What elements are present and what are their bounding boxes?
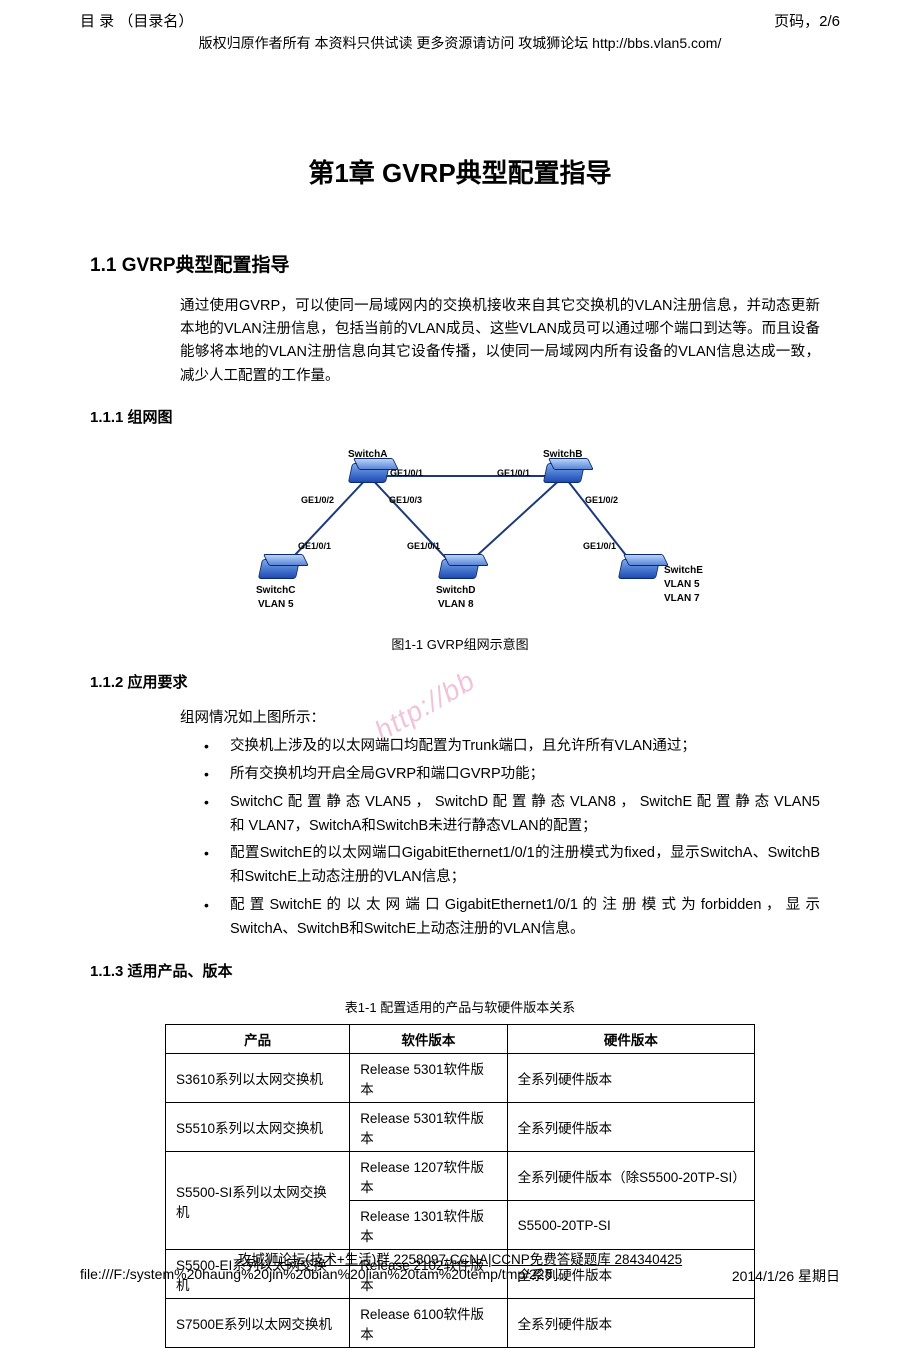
table-row: S5500-SI系列以太网交换机Release 1207软件版本全系列硬件版本（… xyxy=(166,1152,755,1201)
product-table: 产品软件版本硬件版本S3610系列以太网交换机Release 5301软件版本全… xyxy=(165,1024,755,1348)
port-label: GE1/0/1 xyxy=(407,541,440,551)
table-header: 产品 xyxy=(166,1025,350,1054)
header-copyright: 版权归原作者所有 本资料只供试读 更多资源请访问 攻城狮论坛 http://bb… xyxy=(30,33,890,53)
switch-node-C xyxy=(260,559,304,583)
port-label: GE1/0/2 xyxy=(585,495,618,505)
vlan-label: VLAN 7 xyxy=(664,593,700,604)
port-label: GE1/0/2 xyxy=(301,495,334,505)
table-cell: Release 5301软件版本 xyxy=(350,1103,507,1152)
port-label: GE1/0/1 xyxy=(390,468,423,478)
port-label: GE1/0/1 xyxy=(298,541,331,551)
table-cell: S5500-SI系列以太网交换机 xyxy=(166,1152,350,1250)
table-cell: 全系列硬件版本 xyxy=(507,1054,754,1103)
header-left: 目 录 （目录名） xyxy=(80,10,193,31)
table-caption: 表1-1 配置适用的产品与软硬件版本关系 xyxy=(30,997,890,1016)
footer-path: file:///F:/system%20haung%20jin%20bian%2… xyxy=(80,1266,568,1286)
table-row: S3610系列以太网交换机Release 5301软件版本全系列硬件版本 xyxy=(166,1054,755,1103)
table-header: 硬件版本 xyxy=(507,1025,754,1054)
list-item: SwitchC 配 置 静 态 VLAN5 ， SwitchD 配 置 静 态 … xyxy=(200,791,820,839)
sub-1-1-2-title: 1.1.2 应用要求 xyxy=(90,671,890,692)
table-cell: 全系列硬件版本 xyxy=(507,1103,754,1152)
sub-1-1-1-title: 1.1.1 组网图 xyxy=(90,406,890,427)
switch-label: SwitchC xyxy=(256,585,295,596)
list-item: 交换机上涉及的以太网端口均配置为Trunk端口，且允许所有VLAN通过； xyxy=(200,735,820,759)
switch-node-B xyxy=(545,463,589,487)
header-right: 页码，2/6 xyxy=(774,10,840,31)
table-cell: 全系列硬件版本 xyxy=(507,1299,754,1348)
table-cell: Release 1301软件版本 xyxy=(350,1201,507,1250)
table-cell: 全系列硬件版本（除S5500-20TP-SI） xyxy=(507,1152,754,1201)
list-item: 配置SwitchE的以太网端口GigabitEthernet1/0/1的注册模式… xyxy=(200,842,820,890)
table-cell: Release 1207软件版本 xyxy=(350,1152,507,1201)
footer-forum: 攻城狮论坛(技术+生活)群 2258097 CCNA|CCNP免费答疑题库 28… xyxy=(30,1248,890,1268)
section-1-1-title: 1.1 GVRP典型配置指导 xyxy=(90,250,890,277)
table-cell: S7500E系列以太网交换机 xyxy=(166,1299,350,1348)
vlan-label: VLAN 5 xyxy=(664,579,700,590)
switch-node-D xyxy=(440,559,484,583)
switch-label: SwitchD xyxy=(436,585,475,596)
port-label: GE1/0/1 xyxy=(583,541,616,551)
table-cell: S5500-20TP-SI xyxy=(507,1201,754,1250)
table-cell: S3610系列以太网交换机 xyxy=(166,1054,350,1103)
list-item: 配 置 SwitchE 的 以 太 网 端 口 GigabitEthernet1… xyxy=(200,894,820,942)
vlan-label: VLAN 8 xyxy=(438,599,474,610)
figure-caption: 图1-1 GVRP组网示意图 xyxy=(30,634,890,653)
requirement-intro: 组网情况如上图所示： xyxy=(180,706,820,727)
port-label: GE1/0/3 xyxy=(389,495,422,505)
switch-label: SwitchA xyxy=(348,449,387,460)
switch-node-A xyxy=(350,463,394,487)
table-row: S5510系列以太网交换机Release 5301软件版本全系列硬件版本 xyxy=(166,1103,755,1152)
switch-node-E xyxy=(620,559,664,583)
port-label: GE1/0/1 xyxy=(497,468,530,478)
table-cell: Release 5301软件版本 xyxy=(350,1054,507,1103)
list-item: 所有交换机均开启全局GVRP和端口GVRP功能； xyxy=(200,763,820,787)
intro-paragraph: 通过使用GVRP，可以使同一局域网内的交换机接收来自其它交换机的VLAN注册信息… xyxy=(180,295,820,388)
sub-1-1-3-title: 1.1.3 适用产品、版本 xyxy=(90,960,890,981)
switch-label: SwitchB xyxy=(543,449,582,460)
switch-label: SwitchE xyxy=(664,565,703,576)
table-cell: Release 6100软件版本 xyxy=(350,1299,507,1348)
table-row: S7500E系列以太网交换机Release 6100软件版本全系列硬件版本 xyxy=(166,1299,755,1348)
table-cell: S5510系列以太网交换机 xyxy=(166,1103,350,1152)
network-diagram: SwitchA SwitchB SwitchC VLAN 5 SwitchD VLAN 8… xyxy=(225,441,695,621)
chapter-title: 第1章 GVRP典型配置指导 xyxy=(30,153,890,190)
table-header: 软件版本 xyxy=(350,1025,507,1054)
requirement-list: 交换机上涉及的以太网端口均配置为Trunk端口，且允许所有VLAN通过； 所有交换… xyxy=(200,735,820,942)
footer-date: 2014/1/26 星期日 xyxy=(732,1266,840,1286)
vlan-label: VLAN 5 xyxy=(258,599,294,610)
